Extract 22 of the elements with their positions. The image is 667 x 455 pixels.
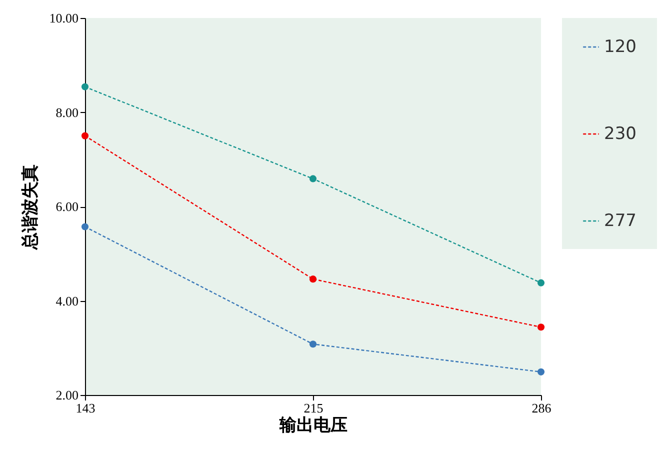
y-axis-title: 总谐波失真 — [20, 164, 40, 250]
legend-label: 120 — [604, 37, 636, 57]
x-axis-title: 输出电压 — [278, 416, 348, 434]
y-tick-label: 10.00 — [49, 10, 78, 26]
y-tick-label: 8.00 — [56, 104, 78, 120]
y-tick-label: 6.00 — [56, 199, 78, 214]
x-tick-label: 215 — [304, 400, 324, 416]
legend-label: 277 — [604, 211, 636, 231]
point — [309, 276, 317, 283]
point — [309, 175, 317, 182]
point — [81, 132, 89, 140]
y-tick-label: 4.00 — [56, 293, 78, 308]
point — [81, 223, 89, 230]
point — [537, 368, 545, 376]
point — [537, 279, 545, 286]
point — [309, 340, 317, 348]
y-tick-label: 2.00 — [56, 388, 78, 402]
point — [81, 83, 89, 90]
legend-label: 230 — [604, 124, 636, 144]
point — [537, 324, 545, 331]
x-tick-label: 286 — [532, 400, 552, 416]
x-tick-label: 143 — [76, 400, 96, 416]
